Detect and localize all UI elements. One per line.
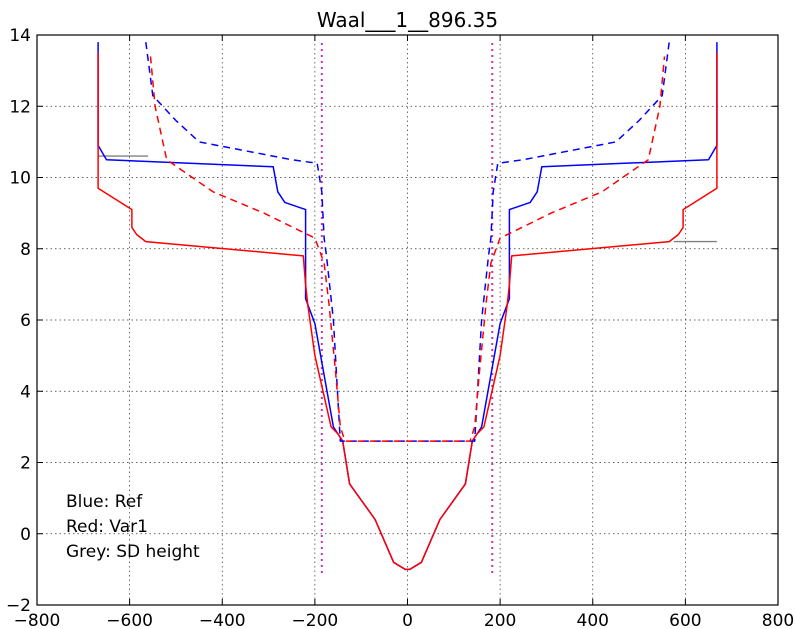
- y-tick-label: 12: [9, 97, 31, 117]
- y-tick-label: 0: [20, 525, 31, 545]
- x-tick-label: −800: [14, 611, 61, 629]
- series-group: [97, 42, 718, 573]
- chart-title: Waal___1__896.35: [317, 8, 498, 32]
- y-tick-label: 14: [9, 26, 31, 46]
- x-tick-label: 400: [577, 611, 609, 629]
- x-tick-label: 800: [762, 611, 794, 629]
- x-tick-label: 200: [484, 611, 516, 629]
- y-tick-label: −2: [6, 596, 31, 616]
- series-line-var1: [97, 52, 718, 571]
- x-tick-label: −600: [106, 611, 153, 629]
- series-line-var1-dashed: [149, 56, 666, 442]
- annotation-line: Red: Var1: [66, 517, 148, 537]
- x-tick-label: −200: [292, 611, 339, 629]
- x-tick-label: 600: [669, 611, 701, 629]
- y-tick-label: 4: [20, 382, 31, 402]
- x-tick-label: −400: [199, 611, 246, 629]
- y-tick-label: 6: [20, 311, 31, 331]
- ticks: −800 −600 −400 −200 0 200 400 600 800 −2 0 2 4 6 8 10 12…: [6, 26, 794, 629]
- y-tick-label: 8: [20, 240, 31, 260]
- annotation-line: Blue: Ref: [66, 492, 143, 512]
- annotation-line: Grey: SD height: [66, 542, 200, 562]
- x-tick-label: 0: [402, 611, 413, 629]
- annotations: Blue: Ref Red: Var1 Grey: SD height: [66, 492, 200, 562]
- y-tick-label: 2: [20, 454, 31, 474]
- y-tick-label: 10: [9, 169, 31, 189]
